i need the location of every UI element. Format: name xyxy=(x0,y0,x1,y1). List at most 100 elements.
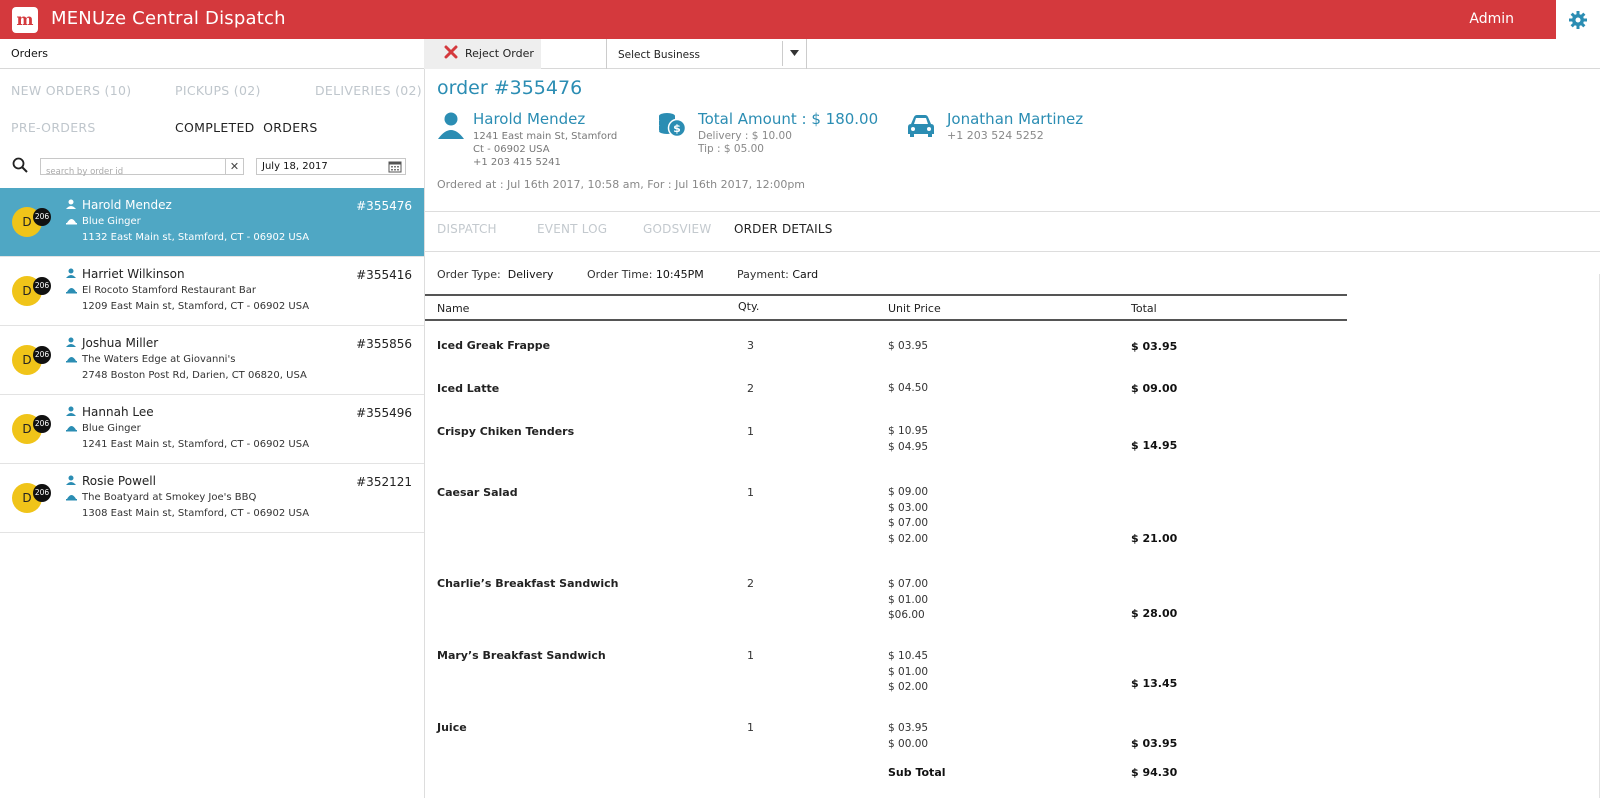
tab-completed-orders[interactable]: COMPLETED ORDERS xyxy=(175,120,318,135)
restaurant-icon xyxy=(66,288,77,294)
business-select[interactable]: Select Business xyxy=(606,39,807,69)
payment-method: Payment: Card xyxy=(737,268,819,281)
tab-new-orders[interactable]: NEW ORDERS (10) xyxy=(11,83,132,98)
divider xyxy=(425,251,1600,252)
date-picker[interactable]: July 18, 2017 xyxy=(256,158,406,175)
person-icon xyxy=(66,268,76,278)
restaurant-icon xyxy=(66,426,77,432)
calendar-icon[interactable] xyxy=(388,160,402,173)
reject-order-button[interactable]: Reject Order xyxy=(424,39,541,69)
close-icon xyxy=(444,45,458,59)
item-total: $ 03.95 xyxy=(1131,340,1178,353)
business-select-value: Select Business xyxy=(618,49,701,61)
item-qty: 1 xyxy=(747,649,754,662)
orders-panel: NEW ORDERS (10) PICKUPS (02) DELIVERIES … xyxy=(0,69,425,798)
tab-godsview[interactable]: GODSVIEW xyxy=(643,222,712,236)
order-type: Order Type: Delivery xyxy=(437,268,554,281)
item-total: $ 13.45 xyxy=(1131,677,1178,690)
total-amount: Total Amount : $ 180.00 xyxy=(698,110,879,128)
order-id: #352121 xyxy=(356,475,412,489)
item-qty: 2 xyxy=(747,577,754,590)
table-header-bottom-border xyxy=(425,319,1347,321)
order-list-item[interactable]: D 206 Harold Mendez Blue Ginger 1132 Eas… xyxy=(0,188,424,257)
tab-deliveries[interactable]: DELIVERIES (02) xyxy=(315,83,422,98)
column-header-unit-price: Unit Price xyxy=(888,302,941,315)
business-select-toggle[interactable] xyxy=(782,41,806,66)
customer-address: 1209 East Main st, Stamford, CT - 06902 … xyxy=(82,301,310,312)
tab-pre-orders[interactable]: PRE-ORDERS xyxy=(11,120,96,135)
item-qty: 2 xyxy=(747,382,754,395)
item-total: $ 21.00 xyxy=(1131,532,1178,545)
order-search-field: ✕ xyxy=(40,158,244,180)
settings-button[interactable] xyxy=(1556,0,1600,39)
order-time-label: Order Time xyxy=(587,268,649,281)
customer-address: 1132 East Main st, Stamford, CT - 06902 … xyxy=(82,232,310,243)
tab-dispatch[interactable]: DISPATCH xyxy=(437,222,497,236)
item-name: Crispy Chiken Tenders xyxy=(437,425,575,438)
toolbar: Orders Reject Order Select Business xyxy=(0,39,1600,69)
item-name: Iced Latte xyxy=(437,382,500,395)
order-id: #355856 xyxy=(356,337,412,351)
orders-label: Orders xyxy=(11,47,48,60)
item-qty: 1 xyxy=(747,425,754,438)
column-header-qty: Qty. xyxy=(738,300,760,313)
tab-order-details[interactable]: ORDER DETAILS xyxy=(734,222,833,236)
tab-event-log[interactable]: EVENT LOG xyxy=(537,222,608,236)
reject-order-label: Reject Order xyxy=(465,47,534,60)
customer-address: 1241 East Main st, Stamford, CT - 06902 … xyxy=(82,439,310,450)
restaurant-icon xyxy=(66,219,77,225)
business-name: The Waters Edge at Giovanni's xyxy=(82,354,236,365)
restaurant-icon xyxy=(66,495,77,501)
customer-name: Hannah Lee xyxy=(82,405,154,419)
item-unit-prices: $ 10.45 $ 01.00 $ 02.00 xyxy=(888,650,929,693)
item-unit-prices: $ 04.50 xyxy=(888,382,929,394)
business-name: El Rocoto Stamford Restaurant Bar xyxy=(82,285,256,296)
driver-badge: 206 xyxy=(33,415,51,433)
customer-icon xyxy=(438,112,464,139)
clear-search-button[interactable]: ✕ xyxy=(225,159,243,174)
order-type-label: Order Type xyxy=(437,268,498,281)
business-name: Blue Ginger xyxy=(82,216,141,227)
item-qty: 1 xyxy=(747,486,754,499)
order-time-value: 10:45PM xyxy=(655,268,704,281)
customer-address-line-1: 1241 East main St, Stamford xyxy=(473,131,618,142)
table-header-top-border xyxy=(425,294,1347,296)
business-name: The Boatyard at Smokey Joe's BBQ xyxy=(82,492,257,503)
driver-badge: 206 xyxy=(33,346,51,364)
item-name: Juice xyxy=(437,721,467,734)
app-title: MENUze Central Dispatch xyxy=(51,8,286,29)
order-list-item[interactable]: D 206 Harriet Wilkinson El Rocoto Stamfo… xyxy=(0,257,424,326)
user-menu[interactable]: Admin xyxy=(1469,11,1514,27)
order-search-input[interactable] xyxy=(41,164,221,180)
order-list-item[interactable]: D 206 Rosie Powell The Boatyard at Smoke… xyxy=(0,464,424,533)
order-id: #355476 xyxy=(356,199,412,213)
restaurant-icon xyxy=(66,357,77,363)
order-list: D 206 Harold Mendez Blue Ginger 1132 Eas… xyxy=(0,188,424,533)
order-timestamp: Ordered at : Jul 16th 2017, 10:58 am, Fo… xyxy=(437,178,806,191)
item-total: $ 09.00 xyxy=(1131,382,1178,395)
app-logo[interactable]: m xyxy=(12,7,38,33)
customer-phone: +1 203 415 5241 xyxy=(473,157,561,168)
date-value: July 18, 2017 xyxy=(262,161,328,172)
top-bar: m MENUze Central Dispatch Admin xyxy=(0,0,1600,39)
order-id: #355496 xyxy=(356,406,412,420)
order-detail-panel: order #355476 Harold Mendez 1241 East ma… xyxy=(425,69,1600,798)
person-icon xyxy=(66,199,76,209)
order-title: order #355476 xyxy=(437,77,583,99)
order-list-item[interactable]: D 206 Hannah Lee Blue Ginger 1241 East M… xyxy=(0,395,424,464)
subtotal-value: $ 94.30 xyxy=(1131,766,1178,779)
search-icon xyxy=(12,157,28,173)
customer-address-line-2: Ct - 06902 USA xyxy=(473,144,550,155)
order-list-item[interactable]: D 206 Joshua Miller The Waters Edge at G… xyxy=(0,326,424,395)
item-unit-prices: $ 09.00 $ 03.00 $ 07.00 $ 02.00 xyxy=(888,486,929,545)
customer-name: Harriet Wilkinson xyxy=(82,267,185,281)
order-id: #355416 xyxy=(356,268,412,282)
item-name: Caesar Salad xyxy=(437,486,518,499)
chevron-down-icon xyxy=(790,50,799,56)
money-icon: $ xyxy=(659,113,686,138)
customer-name: Rosie Powell xyxy=(82,474,156,488)
item-qty: 1 xyxy=(747,721,754,734)
tab-pickups[interactable]: PICKUPS (02) xyxy=(175,83,261,98)
person-icon xyxy=(66,337,76,347)
item-total: $ 03.95 xyxy=(1131,737,1178,750)
